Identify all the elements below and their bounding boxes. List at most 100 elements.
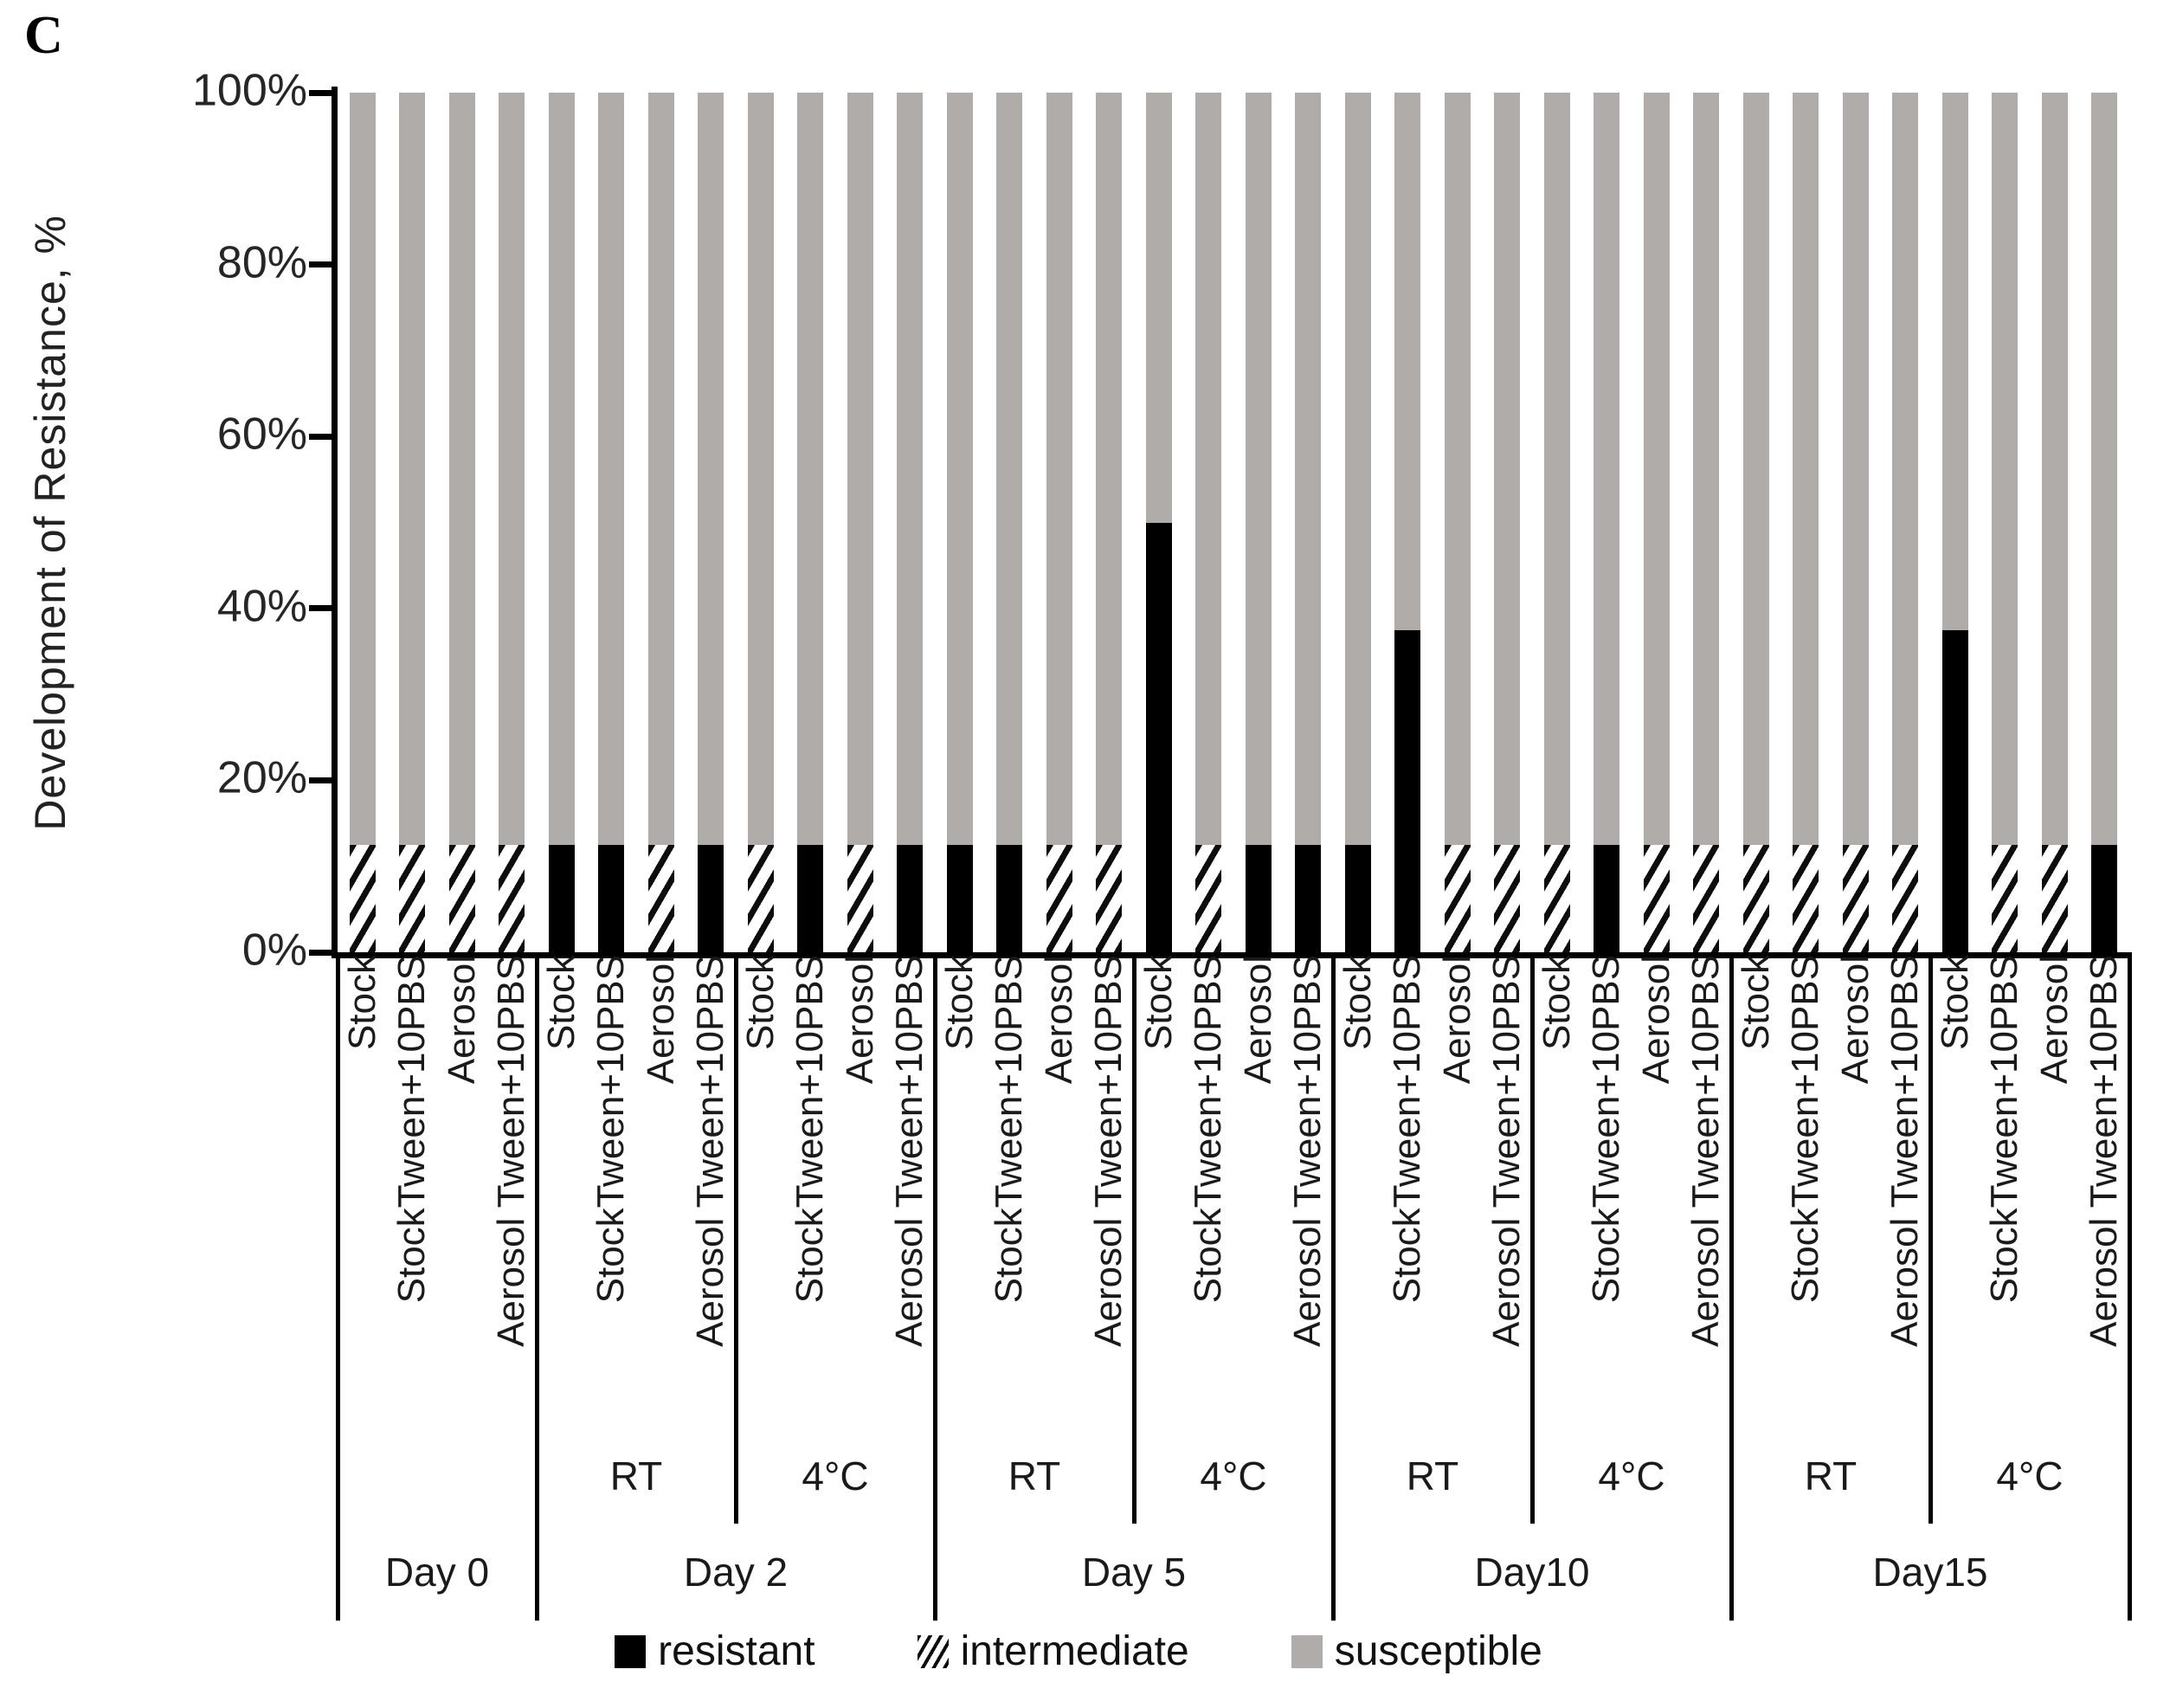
temp-group-label xyxy=(338,1428,537,1524)
legend-item-intermediate: intermediate xyxy=(917,1627,1189,1675)
temp-group-label: RT xyxy=(609,1453,663,1499)
bar-segment-resistant xyxy=(2091,844,2118,952)
x-category-label-box: Aerosol xyxy=(1632,955,1682,1427)
x-category-label-box: StockTween+10PBS xyxy=(985,955,1035,1427)
bar-segment-susceptible xyxy=(1594,93,1620,845)
bar-segment-susceptible xyxy=(2091,93,2118,845)
bar-segment-resistant xyxy=(797,844,824,952)
x-category-label: Aerosol xyxy=(2032,955,2076,1085)
x-category-label-box: StockTween+10PBS xyxy=(1383,955,1433,1427)
bar-segment-resistant xyxy=(996,844,1023,952)
y-axis-title: Development of Resistance, % xyxy=(26,214,74,831)
x-category-label-box: Aerosol Tween+10PBS xyxy=(686,955,737,1427)
y-tick-mark xyxy=(309,89,332,96)
y-tick-mark xyxy=(309,261,332,268)
bar-slot xyxy=(1930,93,1980,952)
y-tick-label: 60% xyxy=(216,409,307,460)
bar-slot xyxy=(736,93,786,952)
bar-slot xyxy=(1333,93,1383,952)
chart-legend: resistant intermediate susceptible xyxy=(0,1627,2157,1675)
x-category-label: Aerosol Tween+10PBS xyxy=(1485,955,1529,1347)
x-category-label-box: Stock xyxy=(736,955,786,1427)
x-category-label: Aerosol Tween+10PBS xyxy=(1087,955,1130,1347)
bar-segment-susceptible xyxy=(1295,93,1322,845)
bar-segment-susceptible xyxy=(499,93,525,845)
stacked-bar xyxy=(499,93,525,952)
x-category-label: Aerosol xyxy=(639,955,682,1085)
bar-segment-susceptible xyxy=(1693,93,1720,845)
x-category-label-box: Aerosol xyxy=(2030,955,2080,1427)
x-category-label: Stock xyxy=(1136,955,1180,1051)
day-divider-line xyxy=(335,952,340,1621)
x-category-label-box: Stock xyxy=(1532,955,1582,1427)
stacked-bar xyxy=(2091,93,2118,952)
bar-segment-intermediate xyxy=(1643,844,1670,952)
bar-slot xyxy=(2080,93,2130,952)
bar-slot xyxy=(587,93,637,952)
stacked-bar xyxy=(996,93,1023,952)
x-category-label-box: Stock xyxy=(1134,955,1184,1427)
x-category-label-box: Stock xyxy=(1333,955,1383,1427)
bar-segment-resistant xyxy=(1344,844,1371,952)
stacked-bar xyxy=(1494,93,1521,952)
bar-segment-resistant xyxy=(1594,844,1620,952)
stacked-bar xyxy=(1245,93,1272,952)
x-category-label: Stock xyxy=(1734,955,1777,1051)
x-category-label-box: Aerosol Tween+10PBS xyxy=(2080,955,2130,1427)
bar-segment-intermediate xyxy=(847,844,873,952)
stacked-bar xyxy=(897,93,924,952)
intermediate-hatch-swatch-icon xyxy=(917,1634,949,1668)
x-category-label: Aerosol xyxy=(838,955,881,1085)
stacked-bar xyxy=(1892,93,1919,952)
bar-segment-intermediate xyxy=(1444,844,1471,952)
x-category-label: Aerosol Tween+10PBS xyxy=(1883,955,1927,1347)
x-category-label-box: StockTween+10PBS xyxy=(1582,955,1632,1427)
x-category-label-box: Stock xyxy=(338,955,388,1427)
x-category-label-box: Aerosol xyxy=(636,955,686,1427)
bar-segment-susceptible xyxy=(598,93,625,845)
x-category-label-box: Aerosol Tween+10PBS xyxy=(1682,955,1732,1427)
stacked-bar xyxy=(1594,93,1620,952)
bar-segment-susceptible xyxy=(1494,93,1521,845)
bar-slot xyxy=(985,93,1035,952)
x-category-label-box: Aerosol Tween+10PBS xyxy=(1483,955,1533,1427)
bar-segment-susceptible xyxy=(946,93,973,845)
bar-segment-susceptible xyxy=(1344,93,1371,845)
x-category-label-box: Aerosol xyxy=(1433,955,1483,1427)
x-category-label: StockTween+10PBS xyxy=(1784,955,1827,1304)
x-category-label: StockTween+10PBS xyxy=(1585,955,1628,1304)
x-category-label-box: Stock xyxy=(537,955,587,1427)
bar-segment-resistant xyxy=(1245,844,1272,952)
x-category-label: StockTween+10PBS xyxy=(589,955,633,1304)
x-category-label: Aerosol Tween+10PBS xyxy=(689,955,732,1347)
stacked-bar xyxy=(1941,93,1968,952)
bar-slot xyxy=(1233,93,1284,952)
x-category-label: Aerosol xyxy=(1435,955,1478,1085)
x-category-label: Aerosol xyxy=(1634,955,1677,1085)
bar-segment-susceptible xyxy=(2041,93,2068,845)
temp-group-label: 4°C xyxy=(1996,1453,2064,1499)
x-category-label: StockTween+10PBS xyxy=(390,955,434,1304)
stacked-bar xyxy=(1543,93,1570,952)
bar-slot xyxy=(1134,93,1184,952)
x-axis-baseline xyxy=(332,952,2129,958)
legend-label: intermediate xyxy=(960,1628,1189,1674)
bar-slot xyxy=(388,93,438,952)
bar-slot xyxy=(487,93,538,952)
stacked-bar xyxy=(1295,93,1322,952)
stacked-bar xyxy=(1992,93,2019,952)
x-category-label: Stock xyxy=(937,955,981,1051)
temp-group-label: RT xyxy=(1804,1453,1858,1499)
x-category-label: Stock xyxy=(1535,955,1578,1051)
bar-segment-intermediate xyxy=(1992,844,2019,952)
day-group-label: Day10 xyxy=(1474,1550,1590,1595)
bar-segment-intermediate xyxy=(1195,844,1222,952)
bar-slot xyxy=(1781,93,1832,952)
x-category-label: Aerosol Tween+10PBS xyxy=(490,955,533,1347)
bar-segment-resistant xyxy=(897,844,924,952)
stacked-bar xyxy=(1444,93,1471,952)
bar-segment-susceptible xyxy=(1444,93,1471,845)
x-category-label: StockTween+10PBS xyxy=(988,955,1031,1304)
temp-group-label: RT xyxy=(1406,1453,1459,1499)
day-group-label: Day15 xyxy=(1872,1550,1988,1595)
